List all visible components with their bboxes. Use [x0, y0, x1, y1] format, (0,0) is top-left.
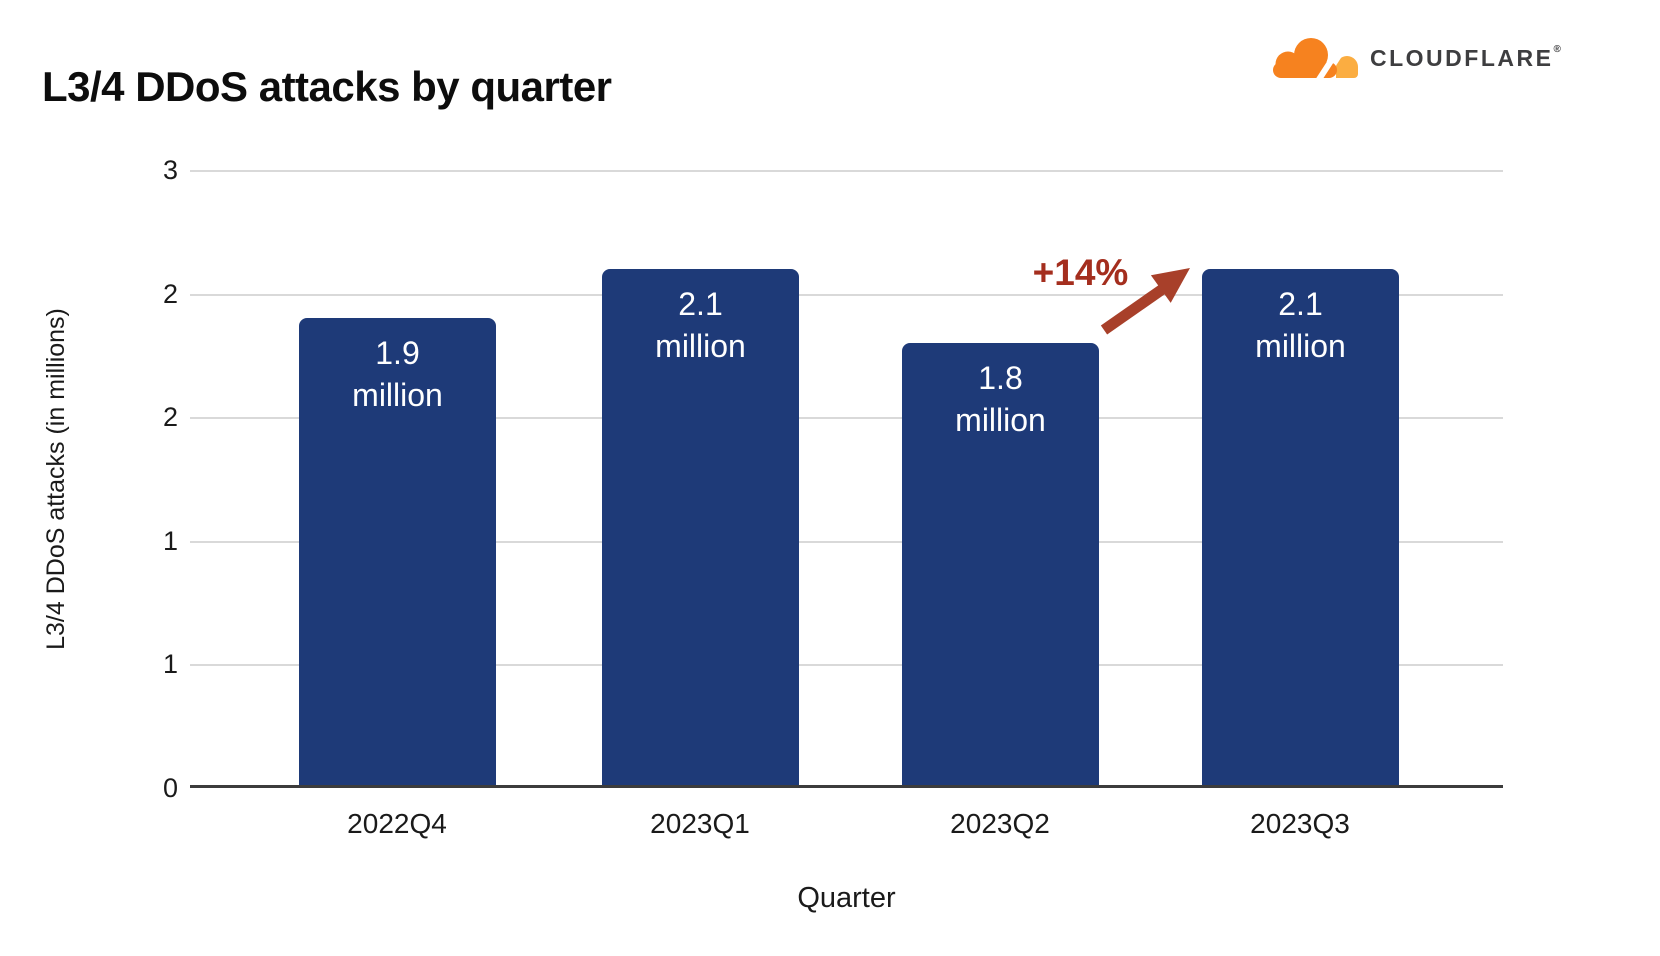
gridline: [190, 294, 1503, 296]
cloudflare-logo: CLOUDFLARE®: [1270, 34, 1570, 82]
cloudflare-cloud-icon: [1273, 38, 1358, 80]
bar-value-label: 1.8: [978, 360, 1023, 396]
y-tick-label: 1: [162, 649, 178, 679]
plot-area: 1.9 million 2.1 million 1.8 million 2.1 …: [190, 170, 1503, 788]
gridline: [190, 417, 1503, 419]
x-tick-label: 2023Q3: [1250, 808, 1350, 839]
y-tick-label: 2: [162, 402, 178, 432]
bar-value-unit: million: [655, 328, 746, 364]
bar-value-label: 2.1: [1278, 286, 1323, 322]
x-tick-label: 2023Q2: [950, 808, 1050, 839]
x-axis-title: Quarter: [797, 882, 896, 914]
bar-2023q1: 2.1 million: [602, 269, 799, 788]
cloudflare-wordmark: CLOUDFLARE®: [1370, 44, 1561, 71]
y-tick-label: 3: [162, 155, 178, 185]
up-right-arrow-icon: [1100, 268, 1190, 335]
y-tick-label: 0: [162, 773, 178, 803]
bar-value-unit: million: [955, 402, 1046, 438]
x-tick-label: 2023Q1: [650, 808, 750, 839]
bar-2023q3: 2.1 million: [1202, 269, 1399, 788]
y-tick-label: 1: [162, 526, 178, 556]
bar-2022q4: 1.9 million: [299, 318, 496, 788]
bar-value-label: 1.9: [375, 335, 420, 371]
percent-change-annotation: +14%: [1032, 252, 1129, 293]
gridline: [190, 541, 1503, 543]
bar-value-unit: million: [352, 377, 443, 413]
x-axis-line: [190, 785, 1503, 788]
x-tick-label: 2022Q4: [347, 808, 447, 839]
bar-2023q2: 1.8 million: [902, 343, 1099, 788]
page-title: L3/4 DDoS attacks by quarter: [42, 63, 612, 110]
gridline: [190, 170, 1503, 172]
y-tick-label: 2: [162, 279, 178, 309]
registered-trademark: ®: [1553, 44, 1561, 55]
bar-value-unit: million: [1255, 328, 1346, 364]
gridline: [190, 664, 1503, 666]
bar-value-label: 2.1: [678, 286, 723, 322]
